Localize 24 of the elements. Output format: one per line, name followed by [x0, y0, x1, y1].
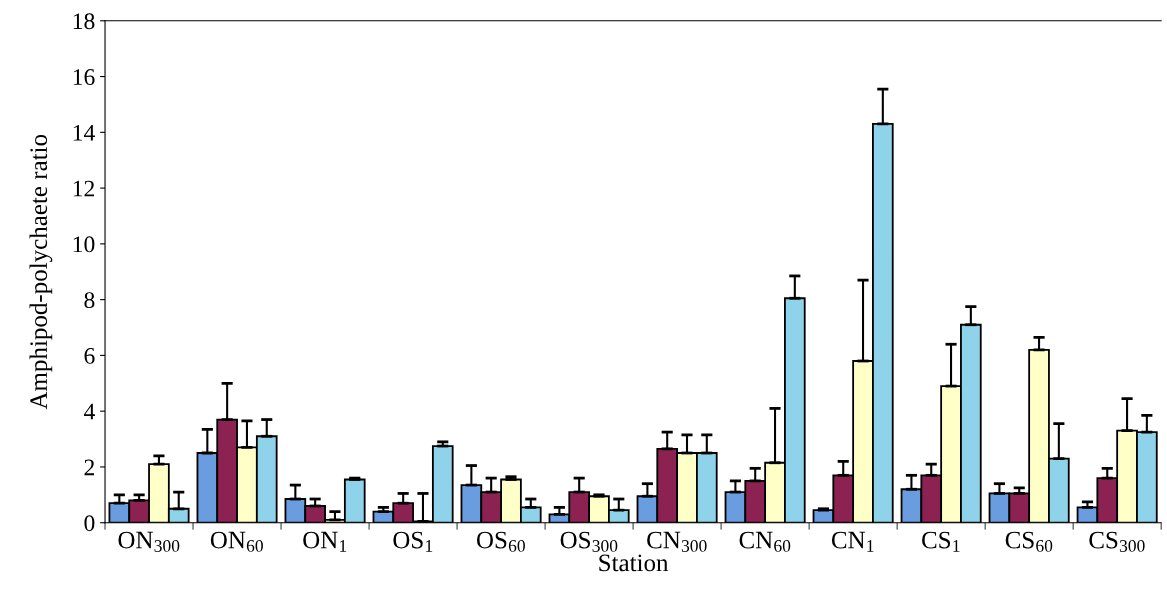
x-tick-label: OS$_{60}$ [476, 531, 525, 552]
y-tick-label: 0 [84, 515, 95, 532]
x-tick-label: CS$_{60}$ [1005, 531, 1053, 552]
x-tick-label: CS$_{300}$ [1089, 531, 1145, 552]
y-tick-label: 14 [73, 124, 95, 141]
x-tick-label: OS$_{1}$ [393, 531, 433, 552]
x-tick-label: CN$_{300}$ [647, 531, 707, 552]
y-tick-label: 2 [84, 459, 95, 476]
x-tick-label: OS$_{300}$ [560, 531, 618, 552]
y-tick-label: 18 [73, 13, 95, 30]
x-tick-label: ON$_{300}$ [118, 531, 180, 552]
y-tick-label: 6 [84, 347, 95, 364]
y-tick-label: 4 [83, 403, 95, 420]
y-axis-title: Amphipod-polychaete ratio [29, 134, 53, 410]
y-tick-label: 10 [73, 236, 95, 253]
x-tick-label: CN$_{1}$ [831, 531, 874, 552]
x-tick-label: ON$_{60}$ [210, 531, 263, 552]
x-tick-label: CS$_{1}$ [922, 531, 960, 552]
x-tick-label: CN$_{60}$ [739, 531, 791, 552]
y-tick-label: 12 [73, 180, 95, 197]
y-tick-label: 8 [84, 292, 95, 309]
y-tick-label: 16 [73, 69, 95, 85]
x-tick-label: ON$_{1}$ [303, 531, 347, 552]
x-axis-title: Station [599, 554, 669, 572]
